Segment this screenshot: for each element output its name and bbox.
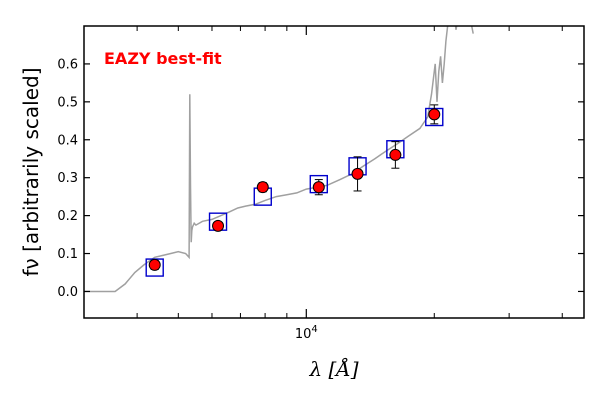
observed-point-1 [212, 219, 225, 232]
plot-frame [83, 25, 585, 319]
x-tick-exponent-0: 4 [311, 324, 317, 335]
observed-point-3 [312, 181, 325, 194]
observed-point-4 [351, 167, 364, 180]
observed-point-0 [148, 258, 161, 271]
annotation-eazy-best-fit: EAZY best-fit [104, 49, 222, 68]
observed-point-5 [389, 148, 402, 161]
y-tick-label-2: 0.2 [57, 209, 78, 224]
observed-photometry-layer [148, 104, 441, 271]
y-tick-label-3: 0.3 [57, 171, 78, 186]
y-axis-label: fν [arbitrarily scaled] [19, 68, 43, 277]
y-tick-label-5: 0.5 [57, 95, 78, 110]
x-axis-label: λ [Å] [308, 356, 358, 381]
observed-point-2 [256, 181, 269, 194]
x-tick-label-0: 104 [295, 324, 318, 342]
y-tick-label-0: 0.0 [57, 285, 78, 300]
observed-point-6 [428, 108, 441, 121]
axes-layer: 0.0 0.1 0.2 0.3 0.4 0.5 0.6 104 [57, 25, 585, 342]
y-tick-label-6: 0.6 [57, 57, 78, 72]
y-tick-label-4: 0.4 [57, 133, 78, 148]
y-tick-label-1: 0.1 [57, 247, 78, 262]
